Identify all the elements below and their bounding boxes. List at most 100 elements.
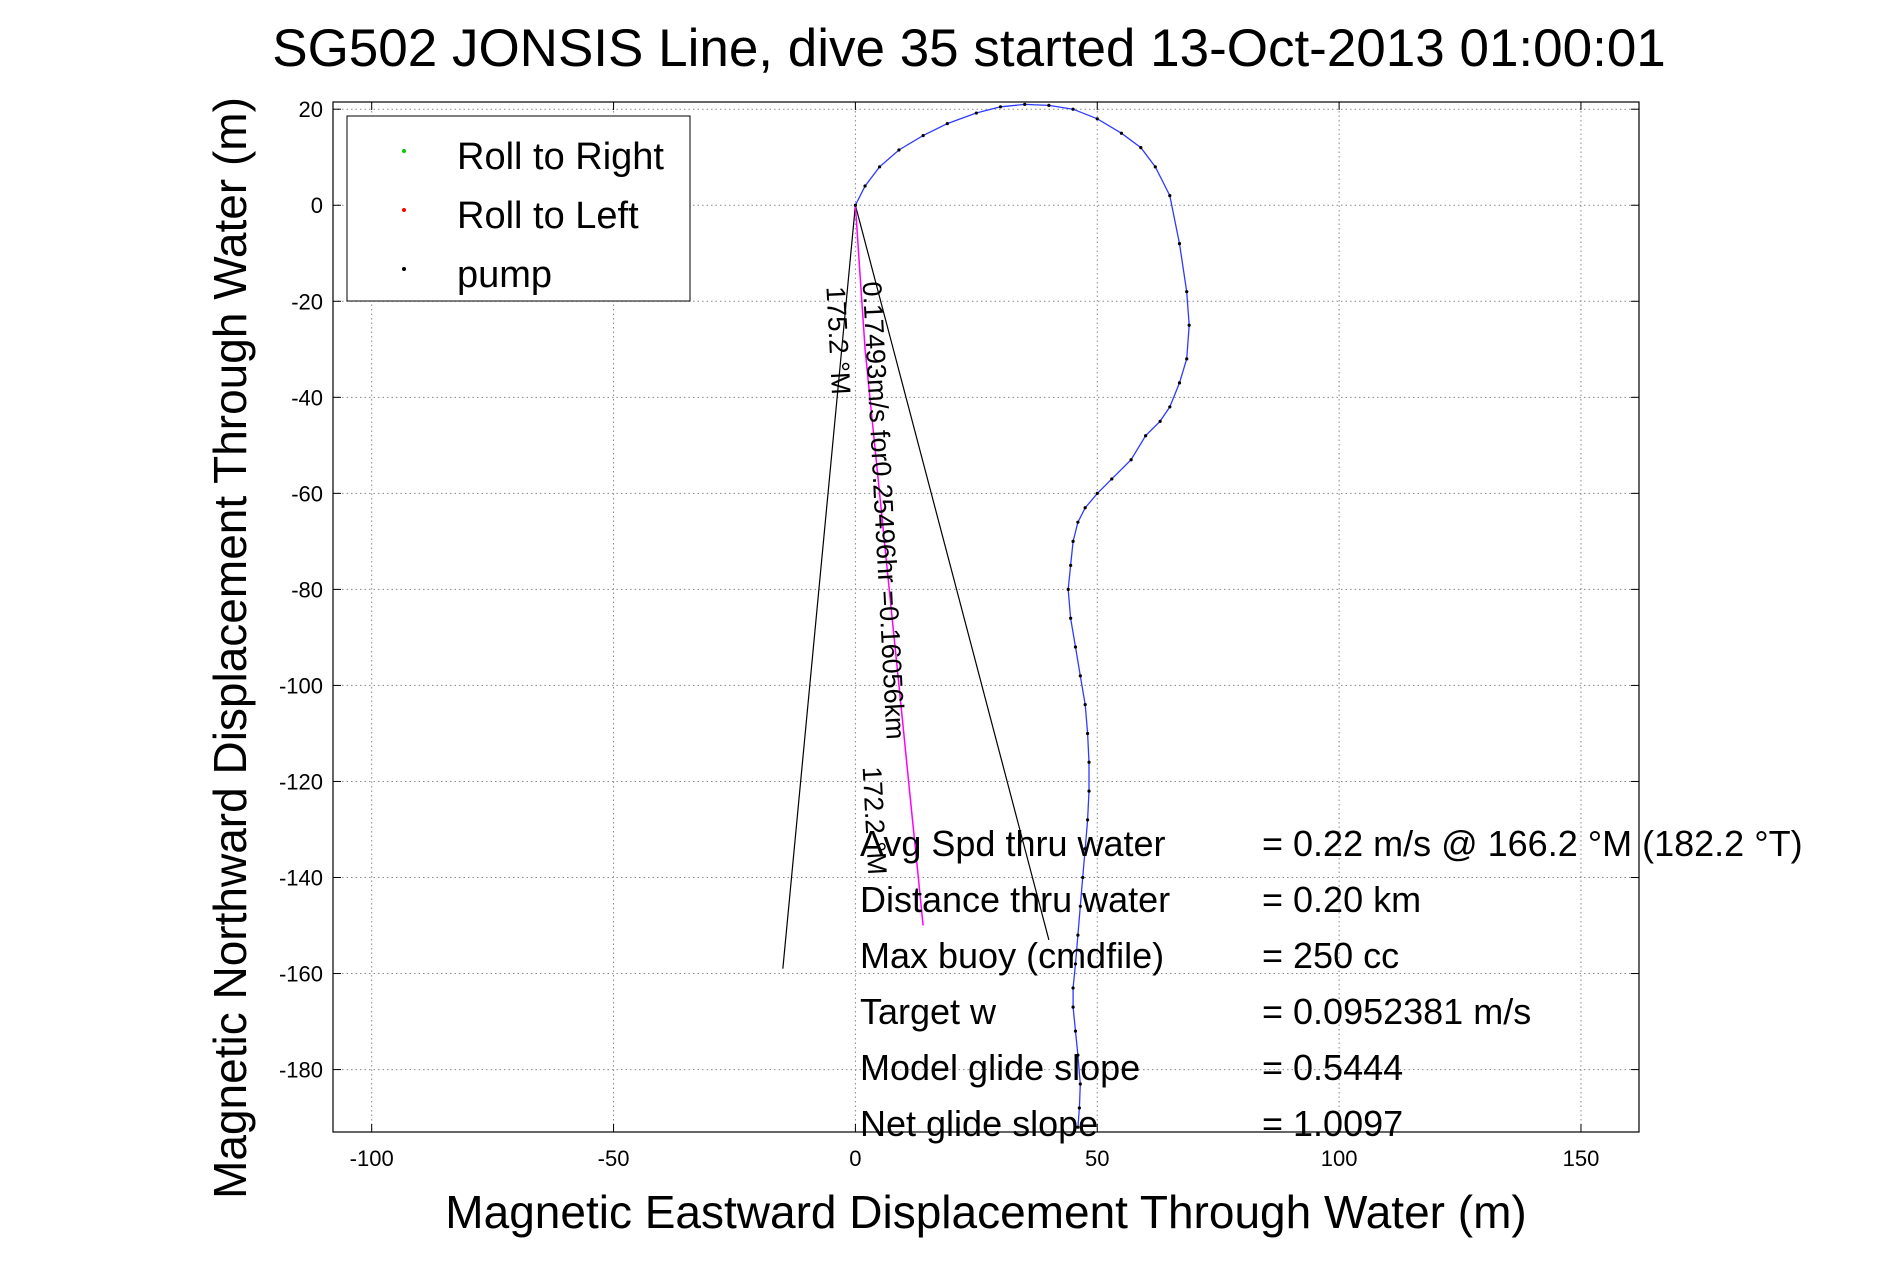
y-tick-label: -100 [279,673,323,698]
track-point [1023,102,1027,107]
track-point [1076,520,1080,524]
track-point [1095,117,1099,121]
legend-label: pump [457,254,552,296]
track-point [1158,419,1162,423]
track-point [1078,1082,1082,1086]
x-tick-label: -100 [350,1146,394,1171]
x-tick-label: -50 [598,1146,630,1171]
track-point [1077,1106,1081,1110]
track-point [1071,986,1075,990]
track-point [1081,875,1085,880]
y-tick-label: 20 [299,97,323,122]
track-point [1083,703,1087,707]
legend-marker [402,267,406,271]
track-point [1144,434,1148,438]
info-value: = 0.20 km [1262,879,1421,920]
track-point [1168,405,1172,409]
y-tick-label: -180 [279,1058,323,1083]
wedge-layer [782,205,1050,969]
x-tick-label: 50 [1085,1146,1109,1171]
info-value: = 0.0952381 m/s [1262,991,1531,1032]
track-point [998,105,1003,109]
info-value: = 0.22 m/s @ 166.2 °M (182.2 °T) [1262,823,1803,864]
track-point [1073,645,1078,649]
track-point [1071,1005,1075,1009]
info-value: = 250 cc [1262,935,1399,976]
legend-marker [402,149,406,153]
track-point [1069,563,1073,567]
track-point [1153,165,1157,169]
wedge-left-line [782,205,856,969]
info-label: Target w [860,991,997,1032]
y-tick-label: -40 [291,385,323,410]
track-point [974,111,978,115]
y-tick-label: 0 [311,193,323,218]
track-point [1085,731,1090,736]
x-tick-label: 150 [1563,1146,1600,1171]
series-track-line [854,103,1190,1128]
info-label: Avg Spd thru water [860,823,1166,864]
legend-label: Roll to Right [457,136,664,178]
track-point [1087,760,1091,764]
track-point [1047,103,1051,107]
series-layer [854,103,1190,1128]
track-point [1071,107,1075,111]
track-point [1066,587,1070,591]
legend: Roll to Right Roll to Left pump [346,115,691,302]
track-point [1095,491,1099,495]
info-label: Net glide slope [860,1103,1098,1144]
x-axis-label: Magnetic Eastward Displacement Through W… [445,1186,1526,1238]
y-tick-label: -80 [291,577,323,602]
track-point [1129,458,1133,462]
track-point [1185,290,1189,294]
y-tick-label: -140 [279,866,323,891]
heading-annotation: 175.2 °M [820,286,856,396]
track-point [1069,616,1073,620]
y-tick-label: -120 [279,769,323,794]
y-tick-label: -60 [291,481,323,506]
track-point [1078,674,1082,678]
wedge-right-line [854,205,1050,941]
track-point [1073,1029,1078,1033]
x-tick-label: 0 [849,1146,861,1171]
track-point [1168,194,1172,198]
legend-items: Roll to Right Roll to Left pump [402,136,664,296]
y-tick-label: -20 [291,289,323,314]
track-point [1073,962,1078,966]
info-label: Model glide slope [860,1047,1140,1088]
track-point [1076,1053,1080,1057]
track-point [1083,506,1087,510]
info-value: = 0.5444 [1262,1047,1403,1088]
track-point [1076,1125,1080,1129]
legend-label: Roll to Left [457,195,639,237]
track-point [897,148,901,152]
track-point [1087,789,1091,793]
info-value: = 1.0097 [1262,1103,1403,1144]
plot-frame [332,101,1640,1133]
y-tick-label: -160 [279,962,323,987]
info-box: Avg Spd thru water = 0.22 m/s @ 166.2 °M … [860,823,1803,1144]
track-point [877,165,882,169]
track-point [863,184,867,188]
track-point [1110,477,1114,481]
track-point [1078,904,1082,908]
info-label: Distance thru water [860,879,1170,920]
marker-layer [853,102,1191,1129]
chart-title: SG502 JONSIS Line, dive 35 started 13-Oc… [272,19,1666,78]
x-axis-ticks: -100 -50 0 50 100 150 [350,102,1600,1171]
track-point [853,203,858,207]
track-point [1185,357,1189,361]
info-label: Max buoy (cmdfile) [860,935,1164,976]
heading-annotation: 172.2 °M [857,766,893,876]
track-point [1187,323,1191,327]
track-point [1177,242,1182,246]
track-point [1083,847,1087,851]
track-point [921,134,925,138]
y-axis-ticks: 20 0 -20 -40 -60 -80 -100 -120 -140 -160 -180 [279,97,1639,1083]
track-point [945,122,949,126]
track-point [1085,818,1090,822]
y-axis-label: Magnetic Northward Displacement Through … [204,97,256,1199]
track-point [1119,131,1124,135]
track-point [1071,539,1075,543]
